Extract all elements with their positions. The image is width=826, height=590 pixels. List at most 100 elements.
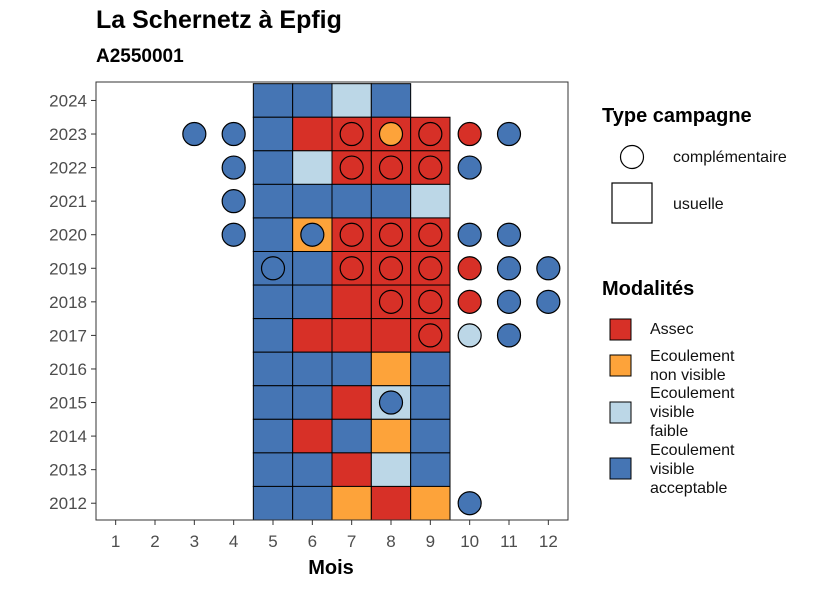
legend-swatch-acceptable <box>609 457 632 480</box>
tile-2012-8 <box>370 485 412 521</box>
legend-label-line: Ecoulement <box>650 348 735 365</box>
tile-2023-5 <box>252 116 294 152</box>
legend-label-usuelle: usuelle <box>673 196 724 213</box>
tile-2015-6 <box>292 385 333 420</box>
tile-2018-5 <box>252 284 294 320</box>
x-tick-label: 3 <box>190 532 199 551</box>
x-tick-label: 6 <box>308 532 317 551</box>
point-2019-8 <box>378 256 404 281</box>
point-2018-11 <box>496 289 522 314</box>
point-2018-10 <box>457 289 482 314</box>
tile-2014-7 <box>331 418 372 454</box>
point-2022-9 <box>418 155 443 180</box>
point-2022-7 <box>339 155 364 180</box>
point-2019-7 <box>339 256 364 281</box>
point-2023-4 <box>221 121 246 147</box>
legend-label-acceptable: Ecoulement visible acceptable <box>650 441 735 498</box>
legend-label-line: visible <box>650 461 695 478</box>
y-tick-label: 2015 <box>49 394 87 413</box>
tile-2018-7 <box>331 284 372 320</box>
point-2018-8 <box>378 289 404 314</box>
tile-2014-5 <box>252 418 294 454</box>
x-tick-label: 2 <box>150 532 159 551</box>
tile-2022-5 <box>252 150 294 185</box>
y-tick-label: 2021 <box>49 192 87 211</box>
x-tick-label: 12 <box>539 532 558 551</box>
tile-2019-6 <box>292 250 333 286</box>
legend-label-assec: Assec <box>650 320 694 339</box>
tile-2021-9 <box>410 183 451 219</box>
tile-2013-7 <box>331 452 372 487</box>
legend-title-type: Type campagne <box>602 105 752 127</box>
point-2019-12 <box>536 256 561 281</box>
point-2023-7 <box>339 121 364 147</box>
legend-label-non-visible: Ecoulement non visible <box>650 347 735 385</box>
tile-2017-8 <box>370 318 412 353</box>
point-2015-8 <box>378 390 404 415</box>
tile-2024-8 <box>370 83 412 118</box>
legend-label-faible: Ecoulement visible faible <box>650 384 735 441</box>
tile-2016-6 <box>292 351 333 387</box>
tile-2024-6 <box>292 83 333 118</box>
x-tick-label: 11 <box>500 532 518 551</box>
tile-2015-7 <box>331 385 372 420</box>
tile-2018-6 <box>292 284 333 320</box>
tile-2024-7 <box>331 83 372 118</box>
point-2020-9 <box>418 222 443 247</box>
circles-layer <box>182 121 561 516</box>
tile-2013-5 <box>252 452 294 487</box>
legend-square-symbol <box>611 182 653 224</box>
legend-circle-symbol <box>619 144 645 170</box>
point-2017-10 <box>457 323 482 348</box>
tile-2012-7 <box>331 485 372 521</box>
tile-2014-9 <box>410 418 451 454</box>
y-tick-label: 2020 <box>49 226 87 245</box>
legend-swatch-assec <box>609 318 632 341</box>
point-2019-10 <box>457 256 482 281</box>
tile-2022-6 <box>292 150 333 185</box>
chart-subtitle: A2550001 <box>96 46 184 67</box>
point-2020-10 <box>457 222 482 247</box>
y-tick-label: 2012 <box>49 494 87 513</box>
x-tick-label: 9 <box>426 532 435 551</box>
point-2017-9 <box>418 323 443 348</box>
tile-2021-8 <box>370 183 412 219</box>
tile-2023-6 <box>292 116 333 152</box>
y-tick-label: 2013 <box>49 461 87 480</box>
chart-title: La Schernetz à Epfig <box>96 6 342 34</box>
point-2023-3 <box>182 121 207 147</box>
point-2019-11 <box>496 256 522 281</box>
y-tick-label: 2014 <box>49 427 87 446</box>
legend-swatch-non-visible <box>609 354 632 377</box>
point-2018-12 <box>536 289 561 314</box>
y-tick-label: 2022 <box>49 159 87 178</box>
point-2020-7 <box>339 222 364 247</box>
x-tick-label: 4 <box>229 532 238 551</box>
tile-2016-7 <box>331 351 372 387</box>
tile-2013-9 <box>410 452 451 487</box>
legend-label-line: visible <box>650 404 695 421</box>
tile-2016-8 <box>370 351 412 387</box>
tile-2015-5 <box>252 385 294 420</box>
legend-title-modalites: Modalités <box>602 278 695 300</box>
point-2022-8 <box>378 155 404 180</box>
tile-2021-7 <box>331 183 372 219</box>
legend-label-line: Assec <box>650 321 694 338</box>
legend-label-line: acceptable <box>650 480 728 497</box>
tile-2017-5 <box>252 318 294 353</box>
point-2017-11 <box>496 323 522 348</box>
point-2022-4 <box>221 155 246 180</box>
tile-2014-6 <box>292 418 333 454</box>
x-tick-label: 10 <box>460 532 479 551</box>
y-tick-label: 2017 <box>49 326 87 345</box>
x-tick-label: 7 <box>347 532 356 551</box>
point-2022-10 <box>457 155 482 180</box>
point-2019-5 <box>260 256 286 281</box>
y-tick-label: 2018 <box>49 293 87 312</box>
point-2023-8 <box>378 121 404 147</box>
tile-2017-7 <box>331 318 372 353</box>
y-tick-label: 2019 <box>49 259 87 278</box>
plot-frame <box>95 81 569 521</box>
tile-2014-8 <box>370 418 412 454</box>
point-2023-9 <box>418 121 443 147</box>
